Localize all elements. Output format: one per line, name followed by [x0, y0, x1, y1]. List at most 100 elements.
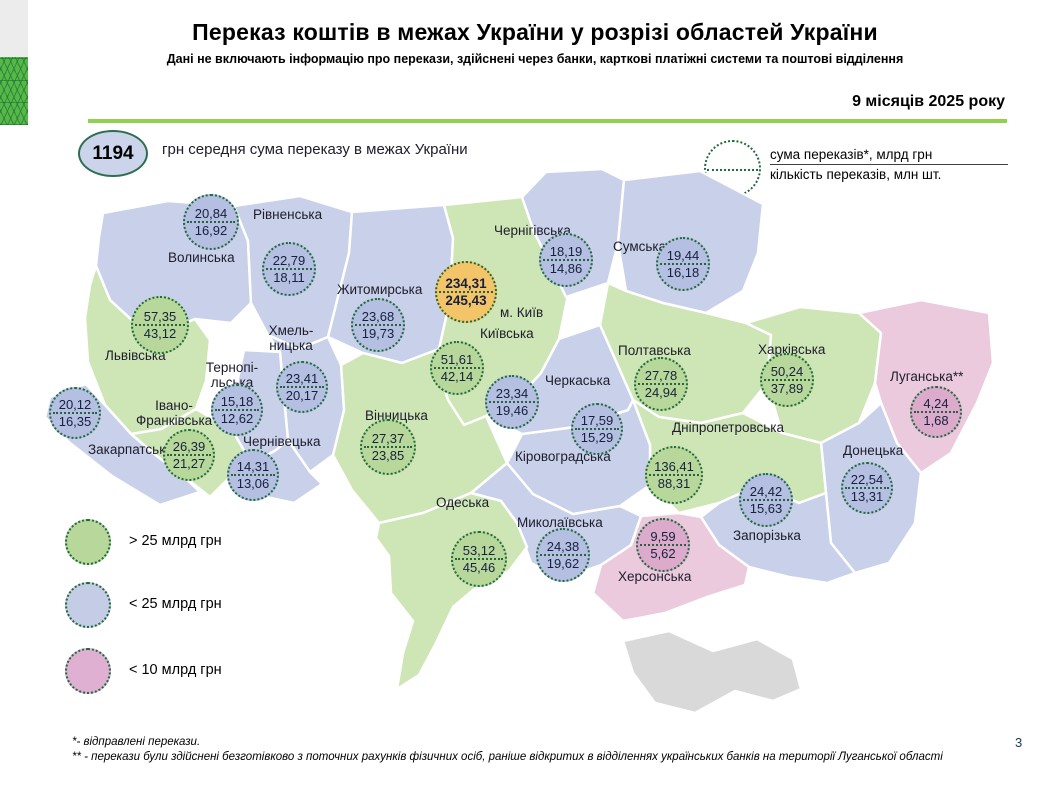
legend-circle-blue — [65, 582, 111, 628]
bubble-volynska: 20,84 16,92 — [183, 194, 239, 250]
bubble-odeska: 53,12 45,46 — [451, 531, 507, 587]
region-label-poltavska: Полтавська — [618, 343, 691, 358]
bubble-chernivetska: 14,31 13,06 — [227, 449, 279, 501]
bubble-zaporizka-count: 15,63 — [749, 501, 783, 516]
bubble-ternopilska-sum: 15,18 — [220, 394, 254, 409]
bubble-rivnenska-count: 18,11 — [273, 270, 305, 285]
bubble-mykolaivska-sum: 24,38 — [546, 539, 580, 554]
bubble-cherkaska-sum: 23,34 — [495, 386, 529, 401]
bubble-kyiv-city-count: 245,43 — [445, 293, 487, 308]
region-vinnytska — [331, 347, 509, 525]
bubble-sumska-count: 16,18 — [666, 265, 700, 280]
bubble-cherkaska: 23,34 19,46 — [485, 375, 539, 429]
region-label-dnipropetrovska: Дніпропетровська — [672, 420, 785, 435]
region-label-chernivetska: Чернівецька — [243, 434, 321, 449]
bubble-khmelnytska-sum: 23,41 — [285, 371, 319, 386]
page-subtitle: Дані не включають інформацію про переказ… — [166, 52, 904, 66]
bubble-odeska-sum: 53,12 — [462, 543, 496, 558]
bubble-dnipropetrovska-count: 88,31 — [657, 476, 691, 491]
bubble-luhanska-count: 1,68 — [923, 413, 949, 428]
bubble-zakarpatska-sum: 20,12 — [58, 397, 92, 412]
region-label-donetska: Донецька — [843, 443, 904, 458]
region-crimea — [621, 629, 803, 715]
average-amount-label: грн середня сума переказу в межах Україн… — [162, 141, 468, 158]
region-label-khersonska: Херсонська — [618, 569, 692, 584]
bubble-ivano-frankivska: 26,39 21,27 — [163, 429, 215, 481]
bubble-poltavska: 27,78 24,94 — [634, 357, 688, 411]
bubble-kyivska: 51,61 42,14 — [430, 341, 484, 395]
bubble-kirovohradska-sum: 17,59 — [580, 413, 614, 428]
bubble-legend-sum-label: сума переказів*, млрд грн — [770, 147, 1008, 165]
bubble-kyivska-sum: 51,61 — [440, 352, 474, 367]
bubble-vinnytska: 27,37 23,85 — [360, 419, 416, 475]
bubble-sumska-sum: 19,44 — [666, 248, 700, 263]
bubble-luhanska: 4,24 1,68 — [910, 386, 962, 438]
bubble-khmelnytska-count: 20,17 — [285, 388, 319, 403]
legend-circle-green — [65, 519, 111, 565]
bubble-ternopilska: 15,18 12,62 — [211, 384, 263, 436]
header-divider — [88, 119, 1007, 123]
legend-label-green: > 25 млрд грн — [129, 533, 222, 549]
bubble-chernihivska-sum: 18,19 — [549, 244, 583, 259]
legend-circle-pink — [65, 648, 111, 694]
bubble-mykolaivska: 24,38 19,62 — [536, 528, 590, 582]
bubble-legend-count-label: кількість переказів, млн шт. — [770, 167, 942, 182]
region-label-zaporizka: Запорізька — [733, 528, 801, 543]
bubble-zhytomyrska: 23,68 19,73 — [351, 298, 405, 352]
region-label-sumska: Сумська — [613, 239, 667, 254]
region-label-kharkivska: Харківська — [758, 342, 826, 357]
bubble-luhanska-sum: 4,24 — [923, 396, 949, 411]
sidebar-top-block — [0, 0, 28, 57]
bubble-vinnytska-count: 23,85 — [371, 448, 405, 463]
bubble-cherkaska-count: 19,46 — [495, 403, 529, 418]
page-title: Переказ коштів в межах України у розрізі… — [192, 19, 878, 45]
bubble-kirovohradska: 17,59 15,29 — [571, 403, 623, 455]
bubble-zhytomyrska-sum: 23,68 — [361, 309, 395, 324]
bubble-rivnenska: 22,79 18,11 — [262, 242, 316, 296]
region-label-rivnenska: Рівненська — [253, 207, 323, 222]
period-label: 9 місяців 2025 року — [852, 93, 1005, 110]
legend-label-blue: < 25 млрд грн — [129, 596, 222, 612]
region-label-khmelnytska: Хмель-ницька — [268, 323, 314, 353]
bubble-chernihivska: 18,19 14,86 — [539, 233, 593, 287]
bubble-kyivska-count: 42,14 — [440, 369, 474, 384]
region-label-odeska: Одеська — [436, 495, 490, 510]
bubble-zhytomyrska-count: 19,73 — [361, 326, 395, 341]
bubble-zakarpatska-count: 16,35 — [58, 414, 92, 429]
bubble-donetska-count: 13,31 — [850, 489, 884, 504]
bubble-khmelnytska: 23,41 20,17 — [276, 361, 328, 413]
footnote-1: *- відправлені перекази. — [72, 736, 201, 748]
bubble-khersonska: 9,59 5,62 — [636, 518, 690, 572]
bubble-lvivska-count: 43,12 — [143, 326, 177, 341]
bubble-chernivetska-sum: 14,31 — [236, 459, 270, 474]
bubble-chernihivska-count: 14,86 — [549, 261, 583, 276]
bubble-kharkivska-count: 37,89 — [770, 381, 804, 396]
bubble-lvivska: 57,35 43,12 — [131, 296, 189, 354]
page-number: 3 — [1015, 735, 1023, 750]
bubble-kyiv-city-sum: 234,31 — [445, 275, 487, 291]
region-label-zhytomyrska: Житомирська — [337, 282, 423, 297]
bubble-vinnytska-sum: 27,37 — [371, 431, 405, 446]
bubble-kharkivska: 50,24 37,89 — [760, 353, 814, 407]
region-label-mykolaivska: Миколаївська — [517, 515, 603, 530]
bubble-zakarpatska: 20,12 16,35 — [49, 387, 101, 439]
bubble-volynska-sum: 20,84 — [194, 206, 228, 221]
bubble-zaporizka: 24,42 15,63 — [739, 473, 793, 527]
bubble-chernivetska-count: 13,06 — [236, 476, 270, 491]
region-label-kyiv-city: м. Київ — [500, 305, 544, 320]
bubble-rivnenska-sum: 22,79 — [272, 253, 306, 268]
average-amount-value: 1194 — [92, 142, 134, 164]
region-label-ivano-frankivska: Івано-Франківська — [136, 398, 213, 428]
region-label-kyivska: Київська — [480, 326, 534, 341]
bubble-lvivska-sum: 57,35 — [143, 309, 177, 324]
bubble-odeska-count: 45,46 — [462, 560, 496, 575]
bubble-kharkivska-sum: 50,24 — [770, 364, 804, 379]
bubble-khersonska-count: 5,62 — [650, 546, 676, 561]
region-label-chernihivska: Чернігівська — [494, 223, 571, 238]
bubble-khersonska-sum: 9,59 — [650, 529, 676, 544]
bubble-kirovohradska-count: 15,29 — [580, 430, 614, 445]
footnote-2: ** - перекази були здійснені безготівков… — [72, 751, 943, 763]
average-amount-badge: 1194 — [78, 130, 148, 177]
logo-pattern-block — [0, 57, 28, 125]
